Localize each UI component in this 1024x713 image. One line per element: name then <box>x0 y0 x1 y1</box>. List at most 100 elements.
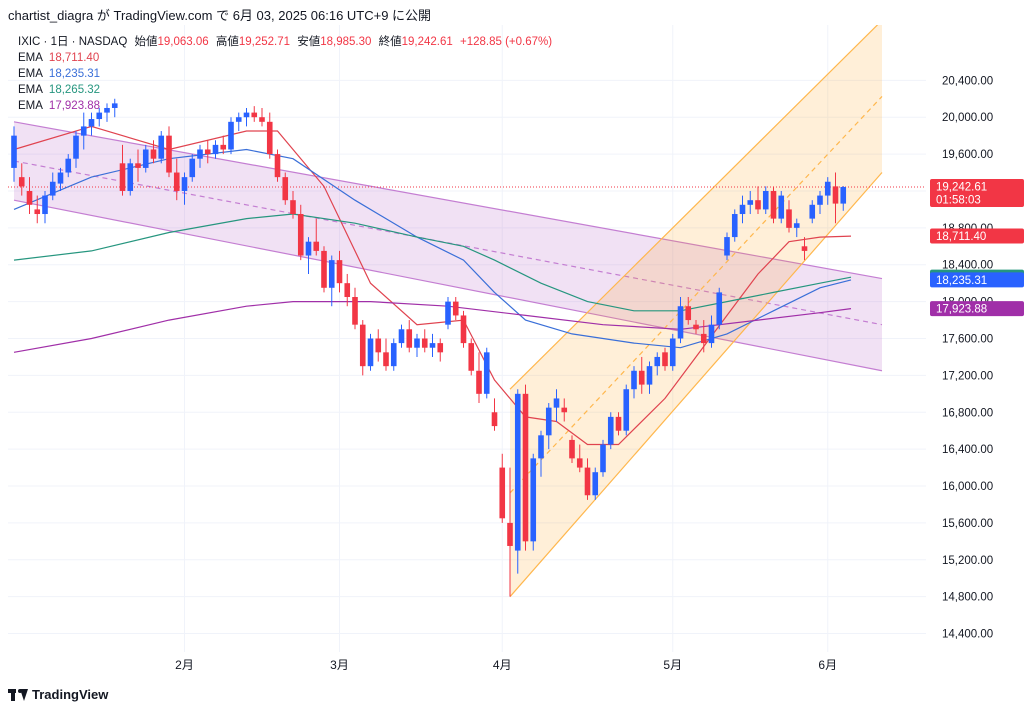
open-label: 始値 <box>134 36 158 48</box>
x-tick-label: 3月 <box>330 658 349 672</box>
candle-body <box>708 324 715 344</box>
candle-body <box>127 163 134 191</box>
y-tick-label: 16,800.00 <box>942 407 993 419</box>
candle-body <box>530 458 537 542</box>
candle-body <box>762 190 769 210</box>
candle-body <box>49 181 56 196</box>
price-tag <box>930 228 1024 244</box>
candle-body <box>600 444 606 473</box>
candle-body <box>545 407 552 436</box>
candle-body <box>607 416 614 445</box>
y-tick-label: 16,000.00 <box>942 481 993 493</box>
price-tag-value: 18,711.40 <box>936 231 986 243</box>
candle-body <box>716 292 723 325</box>
candle-body <box>73 135 79 159</box>
candle-body <box>429 343 436 348</box>
candle-body <box>592 472 599 496</box>
candle-body <box>204 149 211 155</box>
candle-body <box>197 149 203 159</box>
price-tag <box>930 301 1024 317</box>
candle-body <box>96 112 103 120</box>
descending-channel-fill <box>14 121 882 371</box>
candle-body <box>638 370 645 385</box>
publish-header: chartist_diagra が TradingView.com で 6月 0… <box>8 8 432 23</box>
ema-legend-4: EMA 17,923.88 <box>18 98 100 114</box>
candle-body <box>662 352 668 367</box>
candle-body <box>522 393 529 542</box>
candle-body <box>468 343 475 371</box>
candle-body <box>685 306 692 321</box>
symbol-title: IXIC · 1日 · NASDAQ <box>18 36 128 48</box>
y-tick-label: 14,800.00 <box>942 592 993 604</box>
candle-body <box>817 195 823 205</box>
candle-body <box>336 260 343 284</box>
ema-label: EMA <box>18 100 43 112</box>
candle-body <box>166 135 172 173</box>
candle-body <box>561 407 568 413</box>
candle-body <box>584 467 591 496</box>
price-tag-value: 17,923.88 <box>936 304 987 316</box>
candle-body <box>801 246 808 251</box>
y-tick-label: 19,600.00 <box>942 149 993 161</box>
candle-body <box>576 458 583 468</box>
candle-body <box>328 260 335 288</box>
candle-body <box>700 333 707 344</box>
candle-body <box>290 200 296 215</box>
descending-channel-lower <box>13 199 883 372</box>
low-value: 18,985.30 <box>320 36 372 48</box>
candle-body <box>383 352 389 367</box>
candle-body <box>406 329 413 348</box>
ema-value: 18,235.31 <box>48 68 101 80</box>
candle-body <box>654 356 661 367</box>
candle-body <box>491 412 498 427</box>
candle-body <box>507 522 513 546</box>
candle-body <box>514 393 521 551</box>
ascending-channel-lower <box>509 172 883 598</box>
candle-body <box>693 324 699 330</box>
candle-body <box>57 172 64 184</box>
candle-body <box>173 172 180 191</box>
candle-body <box>297 214 304 256</box>
candle-body <box>840 187 847 204</box>
y-tick-label: 15,600.00 <box>942 518 993 530</box>
price-tag-value: 19,242.61 <box>936 182 987 194</box>
high-label: 高値 <box>215 36 239 48</box>
ema-line-3 <box>13 213 852 312</box>
ema-label: EMA <box>18 84 43 96</box>
candle-body <box>65 158 72 173</box>
candle-body <box>739 204 746 215</box>
y-tick-label: 20,400.00 <box>942 75 993 87</box>
candle-body <box>266 121 273 155</box>
close-label: 終値 <box>378 36 402 48</box>
candle-body <box>483 352 490 394</box>
ema-value: 18,711.40 <box>48 52 100 64</box>
y-tick-label: 18,400.00 <box>942 260 993 272</box>
candle-body <box>538 435 544 459</box>
x-tick-label: 2月 <box>175 658 194 672</box>
candle-body <box>747 200 754 205</box>
price-tag-value: 18,235.31 <box>936 275 987 287</box>
candle-body <box>305 241 312 256</box>
x-tick-label: 6月 <box>818 658 837 672</box>
candle-body <box>445 301 451 325</box>
candle-body <box>724 237 730 256</box>
candle-body <box>88 119 95 127</box>
y-tick-label: 20,000.00 <box>942 112 993 124</box>
y-tick-label: 17,200.00 <box>942 370 993 382</box>
ema-line-2 <box>13 148 852 349</box>
candle-body <box>220 144 227 150</box>
x-tick-label: 4月 <box>493 658 512 672</box>
candle-body <box>119 163 126 191</box>
candle-body <box>786 209 792 228</box>
candle-body <box>669 338 676 367</box>
candle-body <box>181 177 188 191</box>
candle-body <box>646 366 653 385</box>
candle-body <box>158 135 165 159</box>
tradingview-logo[interactable]: TradingView <box>8 687 108 702</box>
candle-body <box>344 283 351 298</box>
candle-body <box>437 343 444 353</box>
candle-body <box>460 315 467 344</box>
candle-body <box>104 107 110 113</box>
plot-area <box>8 25 926 598</box>
